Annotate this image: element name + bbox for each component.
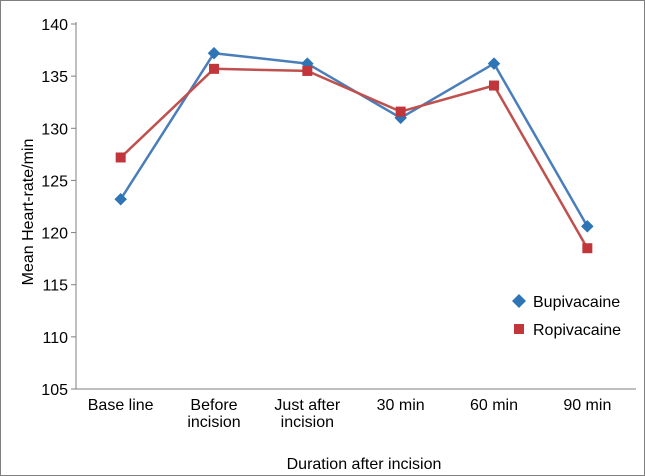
data-point-bupivacaine [580, 219, 594, 233]
y-tick-label: 105 [41, 382, 68, 399]
x-axis-title: Duration after incision [287, 456, 442, 473]
x-tick-label: 30 min [377, 397, 425, 414]
data-point-bupivacaine [207, 46, 221, 60]
data-point-ropivacaine [582, 243, 593, 254]
x-tick-label: Just after incision [274, 397, 340, 431]
y-tick-label: 135 [41, 69, 68, 86]
x-tick-label: 90 min [563, 397, 611, 414]
x-tick-label: 60 min [470, 397, 518, 414]
y-tick-label: 130 [41, 121, 68, 138]
data-point-bupivacaine [487, 57, 501, 70]
y-axis-title: Mean Heart-rate/min [20, 139, 37, 286]
y-tick-label: 115 [42, 278, 68, 295]
axes [75, 22, 636, 390]
series-markers [114, 46, 594, 254]
y-tick-label: 120 [41, 226, 68, 243]
x-tick-label: Before incision [187, 397, 240, 431]
data-point-ropivacaine [302, 65, 313, 76]
y-tick-labels: 105 110 115 120 125 130 135 140 [41, 17, 76, 399]
data-point-ropivacaine [395, 106, 406, 117]
data-point-bupivacaine [114, 192, 128, 206]
y-tick-label: 110 [42, 330, 68, 347]
legend-marker-ropivacaine [514, 324, 524, 334]
legend-marker-bupivacaine [512, 294, 526, 308]
data-point-ropivacaine [209, 63, 219, 74]
legend-label-ropivacaine: Ropivacaine [533, 322, 621, 339]
x-tick-labels: Base line Before incision Just after incisio… [88, 397, 612, 431]
y-tick-label: 125 [41, 173, 68, 190]
x-tick-label: Base line [88, 397, 154, 414]
data-point-ropivacaine [115, 152, 126, 163]
y-tick-label: 140 [41, 17, 68, 34]
series-lines [119, 51, 589, 249]
series-line-ropivacaine [119, 67, 589, 249]
data-point-ropivacaine [489, 80, 499, 91]
series-line-bupivacaine [119, 51, 589, 227]
legend-label-bupivacaine: Bupivacaine [533, 294, 620, 311]
legend: Bupivacaine Ropivacaine [512, 294, 621, 339]
